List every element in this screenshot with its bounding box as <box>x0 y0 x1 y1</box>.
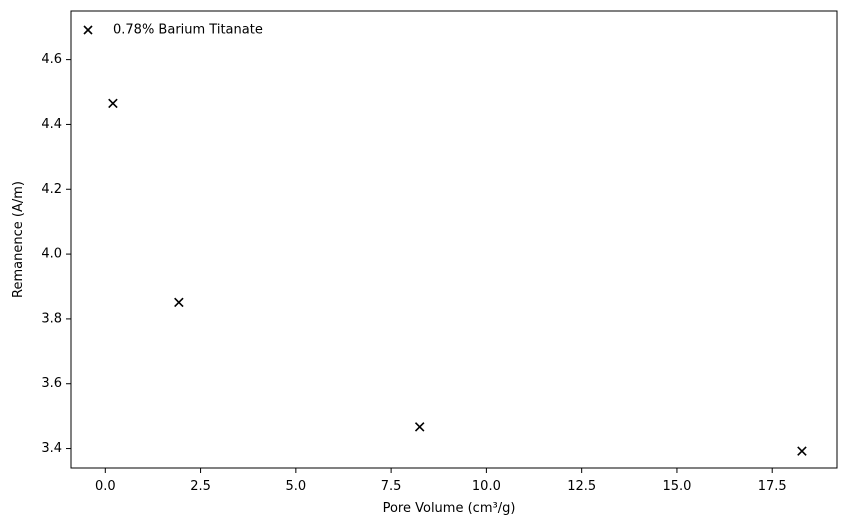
legend-label-0: 0.78% Barium Titanate <box>113 23 263 38</box>
x-tick-label: 17.5 <box>758 479 787 494</box>
y-tick-label: 4.4 <box>41 117 62 132</box>
data-point <box>797 446 807 456</box>
y-tick-label: 4.0 <box>41 247 62 262</box>
y-axis-label: Remanence (A/m) <box>11 181 26 298</box>
x-tick-label: 5.0 <box>286 479 307 494</box>
x-tick-label: 10.0 <box>472 479 501 494</box>
x-tick-label: 2.5 <box>190 479 211 494</box>
y-tick-label: 3.4 <box>41 441 62 456</box>
y-tick-label: 3.8 <box>41 311 62 326</box>
x-axis-ticks: 0.0 2.5 5.0 7.5 10.0 12.5 15.0 17.5 <box>95 468 787 494</box>
plot-area-background <box>71 11 837 468</box>
x-tick-label: 12.5 <box>567 479 596 494</box>
y-tick-label: 4.6 <box>41 52 62 67</box>
x-axis-label: Pore Volume (cm³/g) <box>383 501 516 516</box>
y-axis-ticks: 3.4 3.6 3.8 4.0 4.2 4.4 4.6 <box>41 52 71 456</box>
y-tick-label: 4.2 <box>41 182 62 197</box>
plot-frame <box>70 10 838 469</box>
x-tick-label: 7.5 <box>381 479 402 494</box>
data-point <box>108 98 118 109</box>
x-tick-label: 0.0 <box>95 479 116 494</box>
data-point <box>414 422 425 432</box>
data-point <box>174 297 184 308</box>
x-tick-label: 15.0 <box>662 479 691 494</box>
data-points-layer <box>108 98 807 456</box>
legend-marker-0 <box>83 25 93 35</box>
legend: 0.78% Barium Titanate <box>83 23 263 38</box>
y-tick-label: 3.6 <box>41 376 62 391</box>
